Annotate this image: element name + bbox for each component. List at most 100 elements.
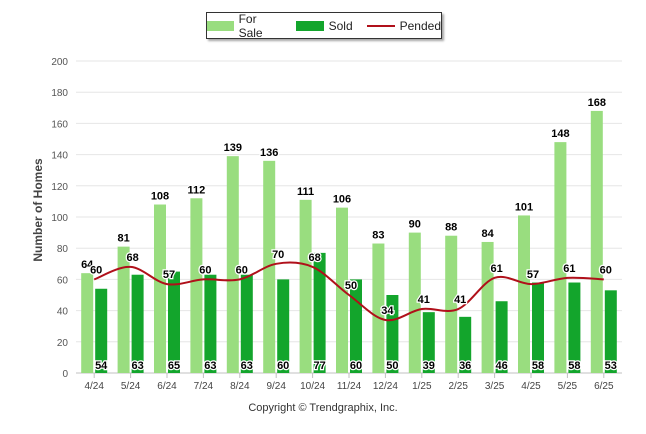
x-tick-label: 11/24 — [337, 381, 362, 392]
pended-line[interactable] — [93, 261, 604, 322]
x-tick-label: 6/25 — [594, 381, 614, 392]
y-tick-label: 100 — [51, 213, 68, 224]
bar-for-sale[interactable] — [154, 204, 166, 373]
data-label-sold: 54 — [95, 360, 108, 372]
bar-sold[interactable] — [168, 271, 180, 373]
data-label-sold: 46 — [495, 360, 507, 372]
x-tick-label: 4/24 — [84, 381, 104, 392]
data-label-for-sale: 88 — [445, 222, 457, 234]
y-tick-label: 140 — [51, 151, 68, 162]
data-label-sold: 53 — [605, 360, 617, 372]
bar-for-sale[interactable] — [445, 235, 458, 373]
data-label-pended: 68 — [126, 252, 138, 264]
bar-for-sale[interactable] — [117, 246, 130, 373]
data-label-sold: 36 — [459, 360, 471, 372]
bar-for-sale[interactable] — [481, 241, 494, 373]
data-label-for-sale: 108 — [151, 191, 169, 203]
data-label-pended: 60 — [600, 264, 612, 276]
bar-sold[interactable] — [532, 282, 544, 373]
data-label-sold: 58 — [532, 360, 544, 372]
bar-sold[interactable] — [204, 274, 217, 373]
data-label-pended: 60 — [199, 264, 211, 276]
data-label-for-sale: 139 — [224, 142, 242, 154]
legend-item-for-sale[interactable]: For Sale — [207, 12, 282, 40]
chart-legend: For Sale Sold Pended — [206, 12, 442, 40]
bar-sold[interactable] — [386, 295, 399, 373]
data-label-sold: 60 — [350, 360, 362, 372]
data-label-for-sale: 90 — [409, 219, 421, 231]
legend-item-pended[interactable]: Pended — [366, 18, 441, 33]
bar-sold[interactable] — [313, 252, 326, 373]
bar-sold[interactable] — [459, 316, 472, 373]
data-label-sold: 77 — [313, 360, 325, 372]
bar-for-sale[interactable] — [299, 199, 312, 373]
bar-for-sale[interactable] — [226, 156, 239, 373]
data-label-for-sale: 101 — [515, 201, 533, 213]
data-label-sold: 50 — [386, 360, 398, 372]
data-label-pended: 60 — [236, 264, 248, 276]
data-label-for-sale: 81 — [117, 233, 129, 245]
bar-for-sale[interactable] — [590, 110, 603, 374]
data-label-for-sale: 106 — [333, 194, 351, 206]
x-tick-label: 5/25 — [558, 381, 578, 392]
data-label-pended: 34 — [381, 305, 394, 317]
bar-sold[interactable] — [422, 312, 435, 373]
legend-label-sold: Sold — [328, 18, 353, 33]
data-label-pended: 61 — [563, 263, 575, 275]
data-label-for-sale: 112 — [188, 184, 206, 196]
bar-sold[interactable] — [495, 301, 508, 373]
y-tick-label: 180 — [51, 88, 68, 99]
y-tick-label: 40 — [57, 307, 69, 318]
data-label-sold: 63 — [131, 360, 143, 372]
legend-label-for-sale: For Sale — [238, 11, 263, 40]
bar-for-sale[interactable] — [518, 215, 530, 373]
data-label-sold: 58 — [568, 360, 580, 372]
x-tick-label: 1/25 — [412, 381, 432, 392]
bar-sold[interactable] — [568, 282, 581, 373]
x-tick-label: 3/25 — [485, 381, 505, 392]
data-label-pended: 41 — [454, 294, 466, 306]
data-label-pended: 57 — [527, 269, 539, 281]
y-axis-title: Number of Homes — [8, 130, 68, 290]
legend-swatch-for-sale — [207, 20, 234, 31]
x-tick-label: 12/24 — [373, 381, 398, 392]
bar-sold[interactable] — [95, 288, 108, 373]
bar-sold[interactable] — [350, 279, 362, 373]
data-label-for-sale: 84 — [481, 228, 494, 240]
data-label-for-sale: 64 — [81, 259, 94, 271]
bar-for-sale[interactable] — [81, 273, 94, 373]
y-tick-label: 200 — [51, 57, 68, 68]
y-tick-label: 0 — [62, 369, 68, 380]
legend-item-sold[interactable]: Sold — [295, 18, 353, 33]
bar-for-sale[interactable] — [554, 142, 567, 373]
data-label-for-sale: 83 — [372, 230, 384, 242]
bar-for-sale[interactable] — [372, 243, 385, 373]
x-tick-label: 8/24 — [230, 381, 250, 392]
x-tick-label: 4/25 — [521, 381, 541, 392]
data-label-pended: 41 — [418, 294, 430, 306]
data-label-sold: 60 — [277, 360, 289, 372]
data-label-pended: 68 — [308, 252, 320, 264]
x-tick-label: 9/24 — [266, 381, 286, 392]
x-tick-label: 10/24 — [300, 381, 325, 392]
bar-sold[interactable] — [277, 279, 290, 373]
y-tick-label: 20 — [57, 338, 69, 349]
y-tick-label: 60 — [57, 275, 69, 286]
bar-for-sale[interactable] — [190, 198, 203, 373]
data-label-pended: 50 — [345, 280, 357, 292]
data-label-for-sale: 136 — [260, 147, 278, 159]
data-label-for-sale: 111 — [297, 186, 314, 198]
data-label-pended: 57 — [163, 269, 175, 281]
legend-label-pended: Pended — [399, 18, 441, 33]
bar-sold[interactable] — [131, 274, 144, 373]
data-label-pended: 60 — [90, 264, 102, 276]
y-tick-label: 120 — [51, 182, 68, 193]
bar-sold[interactable] — [240, 274, 253, 373]
data-label-sold: 65 — [168, 360, 180, 372]
bar-sold[interactable] — [604, 290, 617, 373]
data-label-pended: 70 — [272, 249, 284, 261]
x-tick-label: 5/24 — [121, 381, 141, 392]
bar-for-sale[interactable] — [408, 232, 421, 373]
legend-swatch-sold — [295, 20, 324, 31]
